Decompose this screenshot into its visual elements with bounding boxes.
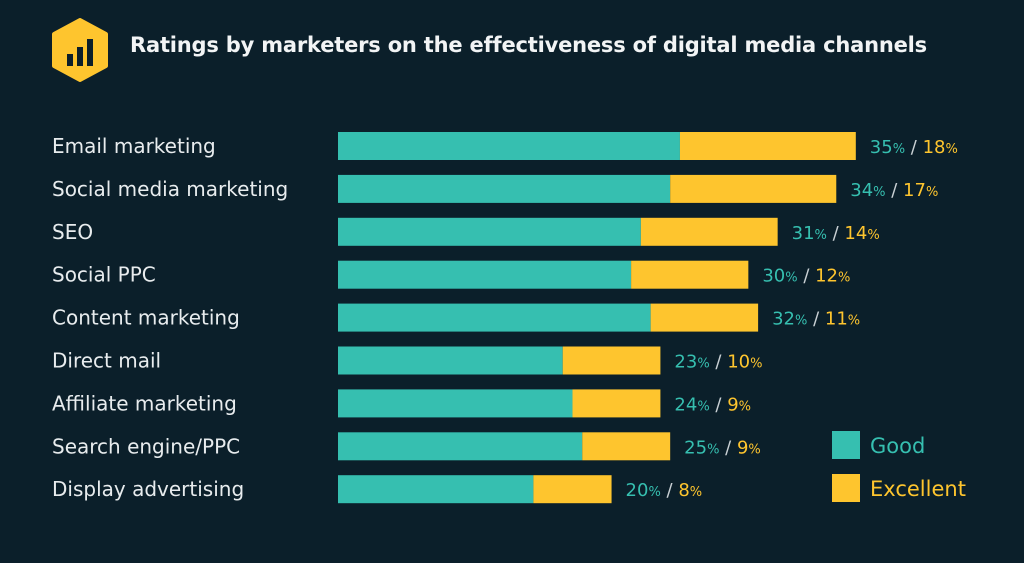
- bar-excellent: [582, 432, 671, 461]
- bar-excellent: [562, 346, 661, 375]
- category-label: Direct mail: [52, 349, 161, 373]
- value-label: 34% / 17%: [850, 180, 938, 201]
- value-label: 35% / 18%: [870, 137, 958, 158]
- bar-excellent: [679, 132, 856, 160]
- bar-excellent: [650, 303, 759, 332]
- bar-good: [338, 346, 563, 375]
- bar-good: [338, 217, 641, 246]
- bar-good: [338, 389, 573, 418]
- bar-good: [338, 132, 680, 160]
- legend-swatch: [832, 474, 860, 502]
- value-label: 30% / 12%: [762, 266, 850, 287]
- category-label: Social media marketing: [52, 177, 288, 201]
- bar-good: [338, 260, 632, 289]
- value-label: 23% / 10%: [674, 352, 762, 373]
- bar-chart-hexagon-icon: [52, 18, 108, 82]
- value-label: 25% / 9%: [684, 437, 761, 458]
- bar-excellent: [572, 389, 661, 418]
- bar-excellent: [640, 217, 778, 246]
- category-label: Affiliate marketing: [52, 391, 237, 415]
- category-label: Email marketing: [52, 134, 216, 158]
- bar-excellent: [533, 475, 612, 504]
- bar-excellent: [670, 174, 837, 203]
- legend-label: Good: [870, 434, 925, 458]
- category-label: Search engine/PPC: [52, 434, 240, 458]
- bar-excellent: [631, 260, 749, 289]
- value-label: 24% / 9%: [674, 394, 751, 415]
- value-label: 31% / 14%: [792, 223, 880, 244]
- category-label: Display advertising: [52, 477, 244, 501]
- bar-good: [338, 432, 583, 461]
- value-label: 32% / 11%: [772, 309, 860, 330]
- legend-swatch: [832, 431, 860, 459]
- value-label: 20% / 8%: [626, 480, 703, 501]
- chart-title: Ratings by marketers on the effectivenes…: [130, 33, 927, 57]
- category-label: Content marketing: [52, 306, 240, 330]
- bar-good: [338, 303, 651, 332]
- category-label: SEO: [52, 220, 93, 244]
- category-label: Social PPC: [52, 263, 156, 287]
- legend-label: Excellent: [870, 477, 966, 501]
- bar-good: [338, 475, 534, 504]
- bar-good: [338, 174, 671, 203]
